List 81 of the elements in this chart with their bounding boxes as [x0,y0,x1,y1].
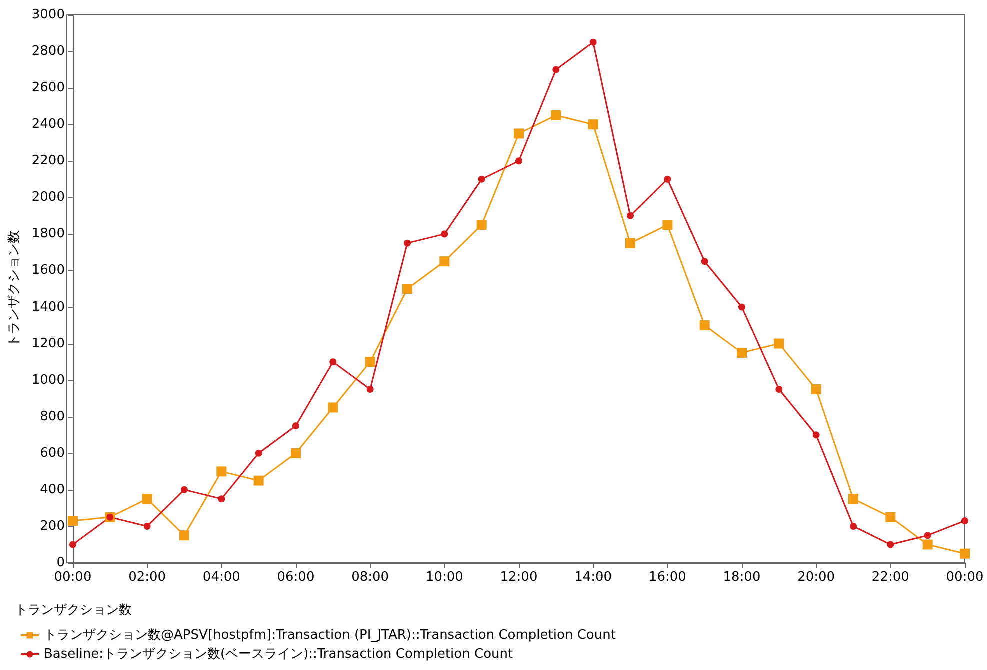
y-tick-label: 1600 [32,263,65,278]
x-tick-label: 00:00 [946,570,984,585]
point [216,466,227,477]
y-tick-label: 600 [40,446,65,461]
x-tick-label: 06:00 [277,570,315,585]
point [960,548,970,559]
y-tick-label: 1400 [32,300,65,315]
y-tick-label: 1200 [32,336,65,352]
point [478,176,486,183]
x-tick-label: 14:00 [574,570,612,585]
y-tick-label: 3000 [32,8,65,22]
y-tick-label: 0 [56,556,65,570]
x-tick-label: 04:00 [202,570,240,585]
point [924,532,932,540]
point [330,358,337,366]
x-tick-label: 08:00 [352,570,390,585]
point [776,386,783,393]
point [514,128,524,139]
x-tick-label: 10:00 [426,570,464,585]
point [292,422,300,430]
point [218,496,226,503]
y-tick-label: 800 [40,409,65,424]
x-tick-label: 12:00 [500,570,538,585]
y-tick-label: 2800 [32,44,65,60]
point [627,212,634,220]
point [476,220,487,230]
point [886,512,896,522]
point [887,541,894,548]
point [144,522,151,530]
point [365,357,376,368]
x-tick-label: 22:00 [872,570,910,585]
y-tick-label: 200 [40,518,65,534]
point [738,304,746,311]
legend-label: Baseline:トランザクション数(ベースライン)::Transaction Completion Count [44,647,514,662]
point [811,384,822,394]
point [962,517,968,524]
point [142,494,152,504]
point [402,284,412,294]
x-tick-label: 16:00 [648,570,686,585]
point [625,238,636,248]
point [552,66,560,74]
y-tick-label: 400 [40,482,65,498]
point [404,240,411,247]
point [328,402,338,413]
point [812,432,820,439]
point [848,494,858,504]
point [516,158,522,165]
point [180,486,188,494]
point [68,516,78,526]
x-tick-label: 20:00 [798,570,836,585]
point [179,530,190,541]
point [551,110,562,120]
point [441,230,448,238]
point [366,386,374,393]
point [922,540,933,550]
point [255,450,262,457]
x-tick-label: 18:00 [723,570,761,585]
y-tick-label: 2600 [32,80,65,96]
point [701,258,708,266]
point [440,256,450,267]
y-axis-title: トランザクション数 [7,230,22,348]
x-tick-label: 00:00 [54,570,92,585]
point [700,320,710,331]
y-tick-label: 2000 [32,190,65,206]
legend-title: トランザクション数 [15,603,132,618]
point [736,348,747,358]
point [69,541,76,548]
point [590,38,597,46]
y-tick-label: 2400 [32,117,65,132]
point [850,522,857,530]
point [774,338,784,349]
point [662,220,673,230]
y-tick-label: 1000 [32,372,65,388]
point [290,448,301,458]
y-tick-label: 2200 [32,154,65,169]
x-tick-label: 02:00 [128,570,166,585]
legend-label: トランザクション数@APSV[hostpfm]:Transaction (PI_JTAR)::Transaction Completion Count [44,628,616,643]
point [664,176,672,183]
y-tick-label: 1800 [32,226,65,242]
point [254,476,264,486]
point [588,120,598,130]
